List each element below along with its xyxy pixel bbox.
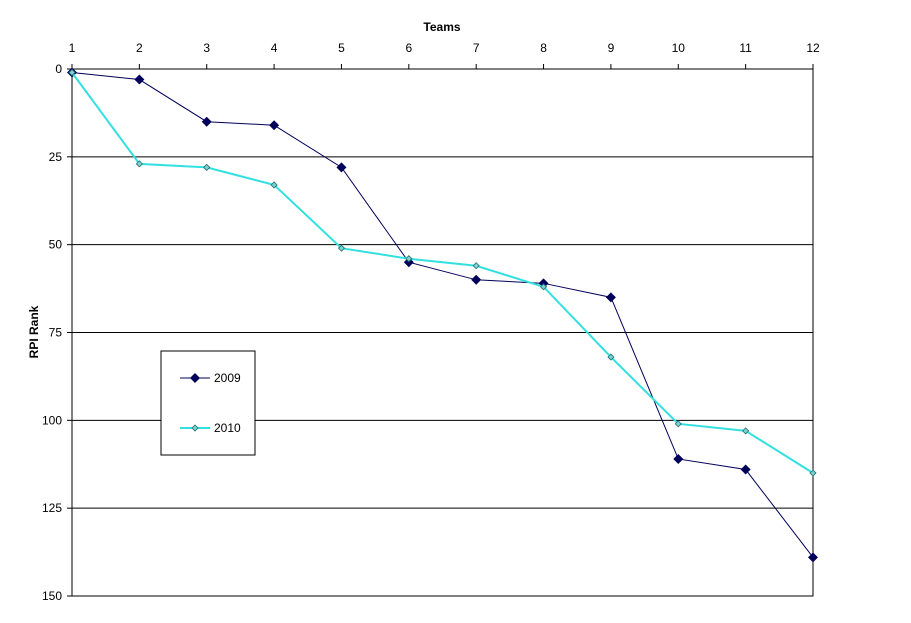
- data-point: [270, 181, 278, 189]
- data-point: [135, 160, 143, 168]
- x-tick-labels: 1 2 3 4 5 6 7 8 9 10 11 12: [69, 41, 820, 69]
- data-point: [203, 163, 211, 171]
- y-tick-label: 25: [49, 150, 63, 164]
- x-axis-title: Teams: [423, 20, 460, 34]
- x-tick-label: 12: [806, 41, 820, 55]
- x-tick-label: 10: [672, 41, 686, 55]
- data-point: [809, 469, 817, 477]
- data-point: [269, 120, 280, 131]
- legend: 2009 2010: [160, 350, 256, 456]
- data-point: [742, 427, 750, 435]
- data-point: [740, 464, 751, 475]
- data-point: [201, 116, 212, 127]
- x-tick-label: 1: [69, 41, 76, 55]
- x-tick-label: 3: [203, 41, 210, 55]
- x-tick-label: 2: [136, 41, 143, 55]
- x-tick-label: 5: [338, 41, 345, 55]
- x-tick-label: 6: [405, 41, 412, 55]
- y-tick-label: 0: [55, 62, 62, 76]
- data-point: [337, 244, 346, 252]
- y-tick-label: 50: [49, 238, 63, 252]
- data-point: [405, 255, 413, 263]
- y-tick-label: 100: [42, 413, 62, 427]
- data-point: [336, 162, 347, 173]
- data-point: [674, 420, 682, 428]
- data-point: [607, 353, 615, 361]
- y-tick-label: 75: [49, 326, 63, 340]
- x-tick-label: 11: [739, 41, 752, 55]
- series-line-2009: [71, 72, 814, 558]
- data-point: [68, 68, 76, 77]
- series-2009: [67, 67, 818, 563]
- legend-marker-2010: [191, 424, 199, 432]
- y-tick-labels: 0 25 50 75 100 125 150: [42, 62, 72, 603]
- y-axis-title: RPI Rank: [27, 305, 41, 358]
- data-point: [605, 292, 616, 303]
- legend-marker-2009: [190, 373, 200, 383]
- data-point: [134, 74, 145, 85]
- legend-label: 2009: [214, 371, 241, 385]
- data-point: [471, 274, 482, 285]
- x-tick-label: 9: [608, 41, 615, 55]
- series-2010: [68, 68, 817, 477]
- x-tick-label: 8: [540, 41, 547, 55]
- series-lines: [67, 67, 818, 563]
- legend-box: [160, 350, 256, 456]
- data-point: [539, 283, 548, 291]
- data-point: [808, 552, 818, 563]
- y-tick-label: 150: [42, 589, 62, 603]
- data-point: [472, 262, 480, 270]
- series-line-2010: [71, 71, 814, 474]
- data-point: [673, 453, 684, 464]
- x-tick-label: 4: [271, 41, 278, 55]
- y-tick-label: 125: [42, 501, 62, 515]
- legend-label: 2010: [214, 421, 241, 435]
- x-tick-label: 7: [473, 41, 480, 55]
